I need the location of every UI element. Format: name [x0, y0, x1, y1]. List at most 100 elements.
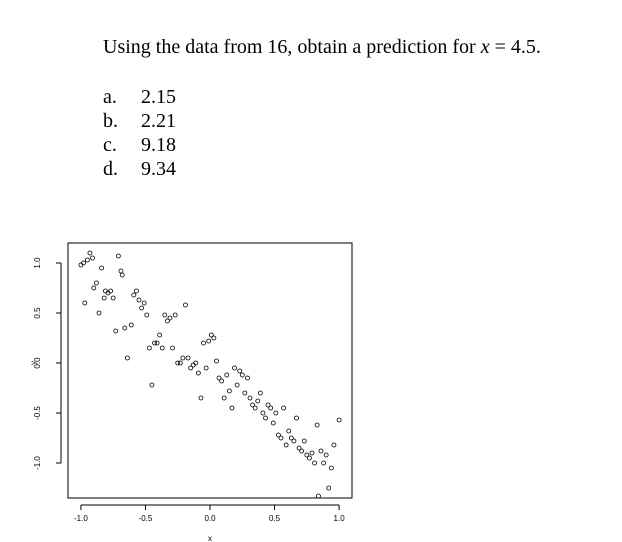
data-point — [162, 312, 168, 318]
data-point — [336, 417, 342, 423]
x-tick-label: 1.0 — [334, 514, 346, 523]
data-point — [118, 268, 124, 274]
data-point — [152, 340, 157, 346]
data-point — [232, 365, 237, 371]
data-point — [226, 388, 232, 394]
data-point — [203, 365, 209, 371]
data-point — [299, 448, 305, 454]
data-point — [139, 305, 144, 311]
data-point — [294, 415, 299, 421]
option-letter: d. — [103, 158, 118, 180]
data-point — [270, 420, 276, 426]
data-point — [208, 332, 214, 338]
data-point — [276, 432, 281, 438]
data-point — [119, 272, 125, 278]
data-point — [312, 460, 317, 466]
data-point — [255, 398, 261, 404]
option-b[interactable]: b. 2.21 — [103, 109, 176, 133]
data-point — [154, 340, 160, 346]
data-point — [321, 460, 327, 466]
data-point — [283, 442, 289, 448]
data-point — [281, 405, 286, 411]
data-point — [136, 297, 142, 303]
option-value: 9.18 — [141, 134, 176, 156]
data-point — [195, 370, 201, 376]
data-point — [185, 355, 191, 361]
data-point — [301, 438, 307, 444]
data-point — [131, 292, 137, 298]
data-point — [318, 448, 324, 454]
data-point — [331, 442, 337, 448]
data-point — [91, 285, 97, 291]
data-point — [96, 310, 102, 316]
data-point — [273, 410, 279, 416]
data-point — [239, 372, 245, 378]
data-point — [108, 288, 113, 294]
data-point — [201, 340, 206, 346]
data-point — [128, 322, 134, 328]
data-point — [245, 375, 250, 381]
data-point — [252, 405, 258, 411]
scatter-plot: -1.0 -0.5 0.0 0.5 1.0 x -1.0 -0.5 0.0 0.5 1.0 y — [29, 242, 353, 542]
data-point — [84, 257, 90, 263]
data-point — [288, 435, 294, 441]
data-point — [247, 395, 253, 401]
option-value: 2.21 — [141, 110, 176, 132]
data-point — [216, 375, 222, 381]
data-point — [260, 410, 266, 416]
y-tick-label: 1.0 — [33, 257, 42, 269]
data-point — [291, 438, 297, 444]
data-point — [157, 332, 163, 338]
data-point — [180, 355, 186, 361]
data-point — [211, 335, 217, 341]
data-point — [286, 428, 292, 434]
question-text: Using the data from 16, obtain a predict… — [103, 35, 541, 59]
x-tick-label: 0.0 — [204, 514, 216, 523]
option-value: 2.15 — [141, 86, 176, 108]
data-point — [206, 338, 212, 344]
option-letter: c. — [103, 134, 117, 156]
x-tick-label: -1.0 — [74, 514, 88, 523]
data-point — [141, 300, 147, 306]
data-point — [328, 465, 334, 471]
data-point — [296, 445, 302, 451]
data-point — [316, 493, 321, 499]
data-point — [326, 485, 332, 491]
data-point — [134, 288, 139, 294]
plot-frame — [67, 242, 353, 499]
option-d[interactable]: d. 9.34 — [103, 157, 176, 181]
answer-options: a. 2.15 b. 2.21 c. 9.18 d. 9.34 — [103, 85, 176, 181]
data-point — [234, 382, 240, 388]
data-point — [237, 368, 243, 374]
option-c[interactable]: c. 9.18 — [103, 133, 176, 157]
question-variable: x — [480, 36, 490, 58]
y-axis-label: y — [29, 361, 38, 365]
data-point — [175, 360, 181, 366]
question-prefix: Using the data from 16, obtain a predict… — [103, 36, 476, 58]
y-tick-label: 0.5 — [33, 307, 42, 319]
data-point — [309, 450, 315, 456]
option-value: 9.34 — [141, 158, 176, 180]
data-point — [224, 372, 230, 378]
data-point — [122, 325, 128, 331]
data-point — [214, 358, 219, 364]
data-point — [115, 253, 121, 259]
data-point — [242, 390, 248, 396]
data-point — [164, 318, 170, 324]
data-point — [81, 260, 86, 266]
option-a[interactable]: a. 2.15 — [103, 85, 176, 109]
data-point — [198, 395, 204, 401]
data-point — [188, 365, 194, 371]
option-letter: a. — [103, 86, 117, 108]
data-point — [172, 312, 178, 318]
option-letter: b. — [103, 110, 118, 132]
data-point — [314, 422, 320, 428]
data-point — [263, 415, 268, 421]
data-point — [219, 378, 225, 384]
data-point — [306, 455, 312, 461]
data-point — [323, 452, 329, 458]
data-point — [278, 435, 284, 441]
data-point — [146, 345, 152, 351]
x-axis-label: x — [208, 534, 212, 542]
data-point — [177, 360, 183, 366]
